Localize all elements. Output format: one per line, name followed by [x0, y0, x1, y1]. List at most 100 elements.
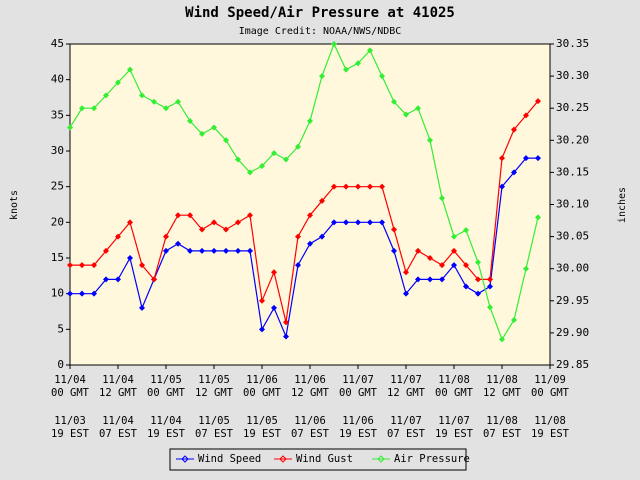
y-tick-label: 10	[51, 287, 64, 300]
data-point	[163, 247, 169, 254]
data-point	[175, 240, 181, 247]
data-point	[115, 233, 121, 240]
data-point	[367, 47, 373, 54]
data-point	[103, 276, 109, 283]
data-point	[259, 326, 265, 333]
data-point	[379, 73, 385, 80]
data-point	[211, 219, 217, 226]
x-tick-label: 11/08 00 GMT	[435, 374, 473, 399]
data-point	[163, 233, 169, 240]
data-point	[295, 262, 301, 269]
data-point	[511, 126, 517, 133]
plot-area	[69, 43, 551, 366]
data-point	[247, 169, 253, 176]
data-point	[307, 212, 313, 219]
y-axis-label: knots	[9, 190, 20, 220]
data-point	[451, 247, 457, 254]
y2-tick-label: 30.30	[556, 69, 589, 82]
x-tick-label-est: 11/03 19 EST	[51, 415, 89, 440]
y-tick-label: 0	[57, 358, 64, 371]
data-point	[379, 183, 385, 190]
data-point	[355, 60, 361, 67]
y-tick-label: 45	[51, 37, 64, 50]
data-point	[103, 92, 109, 99]
x-tick-label-est: 11/04 19 EST	[147, 415, 185, 440]
x-tick-label: 11/08 12 GMT	[483, 374, 521, 399]
chart-title: Wind Speed/Air Pressure at 41025	[185, 5, 455, 21]
series-line	[70, 100, 539, 323]
legend-label: Wind Gust	[296, 453, 353, 465]
data-point	[79, 262, 85, 269]
data-point	[427, 137, 433, 144]
y2-axis-label: inches	[617, 187, 628, 223]
series-line	[69, 42, 539, 341]
data-point	[235, 156, 241, 163]
legend-marker	[377, 455, 385, 463]
x-tick-label: 11/07 12 GMT	[387, 374, 425, 399]
data-point	[367, 183, 373, 190]
data-point	[271, 150, 277, 157]
data-point	[391, 247, 397, 254]
data-point	[79, 105, 85, 112]
data-point	[439, 195, 445, 202]
data-point	[139, 92, 145, 99]
data-point	[307, 118, 313, 125]
data-point	[67, 262, 73, 269]
data-point	[295, 143, 301, 150]
data-point	[91, 262, 97, 269]
data-point	[391, 98, 397, 105]
y2-tick-label: 30.25	[556, 101, 589, 114]
data-point	[379, 219, 385, 226]
data-point	[115, 79, 121, 86]
data-point	[211, 124, 217, 131]
data-point	[487, 276, 493, 283]
chart-subtitle: Image Credit: NOAA/NWS/NDBC	[239, 26, 402, 37]
data-point	[151, 276, 157, 283]
data-point	[511, 317, 517, 324]
data-point	[103, 247, 109, 254]
data-point	[151, 98, 157, 105]
x-tick-label-est: 11/08 19 EST	[531, 415, 569, 440]
data-point	[67, 290, 73, 297]
data-point	[163, 105, 169, 112]
data-point	[391, 226, 397, 233]
data-point	[403, 111, 409, 118]
data-point	[211, 247, 217, 254]
data-point	[535, 214, 541, 221]
data-point	[223, 247, 229, 254]
data-point	[127, 66, 133, 73]
data-point	[67, 124, 73, 131]
y-tick-label: 35	[51, 108, 64, 121]
data-point	[511, 169, 517, 176]
y2-tick-label: 30.00	[556, 262, 589, 275]
data-point	[139, 304, 145, 311]
data-point	[223, 226, 229, 233]
data-point	[331, 219, 337, 226]
y-tick-label: 40	[51, 73, 64, 86]
data-point	[403, 269, 409, 276]
data-point	[199, 130, 205, 137]
x-tick-label-est: 11/05 19 EST	[243, 415, 281, 440]
data-point	[295, 233, 301, 240]
y2-tick-label: 29.85	[556, 358, 589, 371]
data-point	[355, 219, 361, 226]
data-point	[127, 219, 133, 226]
data-point	[259, 162, 265, 169]
data-point	[487, 283, 493, 290]
data-point	[259, 297, 265, 304]
data-point	[439, 276, 445, 283]
x-tick-label: 11/06 12 GMT	[291, 374, 329, 399]
data-point	[283, 333, 289, 340]
data-point	[199, 226, 205, 233]
y-tick-label: 20	[51, 215, 64, 228]
data-point	[499, 155, 505, 162]
series-line	[70, 157, 538, 339]
data-point	[343, 66, 349, 73]
y2-tick-label: 30.15	[556, 165, 589, 178]
x-tick-label: 11/07 00 GMT	[339, 374, 377, 399]
data-point	[79, 290, 85, 297]
data-point	[499, 183, 505, 190]
legend-label: Wind Speed	[198, 453, 261, 465]
